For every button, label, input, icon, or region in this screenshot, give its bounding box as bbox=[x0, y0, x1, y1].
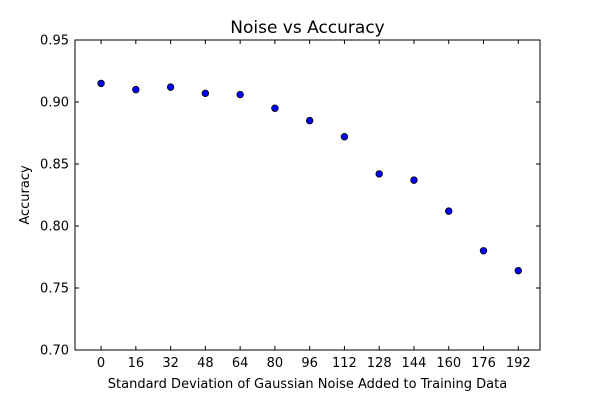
data-point bbox=[445, 207, 453, 215]
plot-frame bbox=[74, 39, 541, 351]
x-tick-label: 96 bbox=[301, 356, 318, 371]
data-point bbox=[410, 176, 418, 184]
x-tick-label: 112 bbox=[332, 356, 357, 371]
data-point bbox=[201, 89, 210, 98]
x-tick-label: 32 bbox=[162, 356, 179, 371]
data-point bbox=[97, 79, 105, 88]
plot-area: 0 16 32 48 64 80 96 112 128 144 160 176 192 0.70 0.75 0… bbox=[40, 34, 541, 371]
data-point bbox=[132, 85, 140, 94]
x-tick-label: 48 bbox=[197, 356, 214, 371]
chart-title: Noise vs Accuracy bbox=[230, 18, 385, 38]
data-point bbox=[375, 170, 383, 178]
x-tick-label: 192 bbox=[506, 356, 531, 371]
x-tick-label: 128 bbox=[367, 356, 392, 371]
x-tick-label: 0 bbox=[97, 356, 105, 371]
data-point bbox=[305, 116, 314, 125]
x-tick-label: 176 bbox=[471, 356, 496, 371]
y-tick-label: 0.95 bbox=[40, 34, 69, 49]
data-point bbox=[514, 266, 522, 275]
y-tick-label: 0.70 bbox=[40, 344, 69, 359]
x-tick-label: 64 bbox=[232, 356, 249, 371]
x-tick-label: 144 bbox=[402, 356, 427, 371]
x-tick-label: 160 bbox=[436, 356, 461, 371]
y-tick-label: 0.90 bbox=[40, 96, 69, 111]
data-point bbox=[236, 90, 244, 99]
y-axis-label: Accuracy bbox=[18, 165, 33, 225]
x-tick-label: 16 bbox=[128, 356, 145, 371]
data-point bbox=[271, 104, 279, 112]
x-tick-label: 80 bbox=[267, 356, 284, 371]
data-point bbox=[166, 83, 175, 91]
data-point bbox=[479, 247, 488, 255]
data-point bbox=[340, 133, 349, 141]
y-tick-label: 0.80 bbox=[40, 220, 69, 235]
y-tick-label: 0.75 bbox=[40, 282, 69, 297]
x-axis-label: Standard Deviation of Gaussian Noise Add… bbox=[108, 377, 507, 392]
y-tick-label: 0.85 bbox=[40, 158, 69, 173]
